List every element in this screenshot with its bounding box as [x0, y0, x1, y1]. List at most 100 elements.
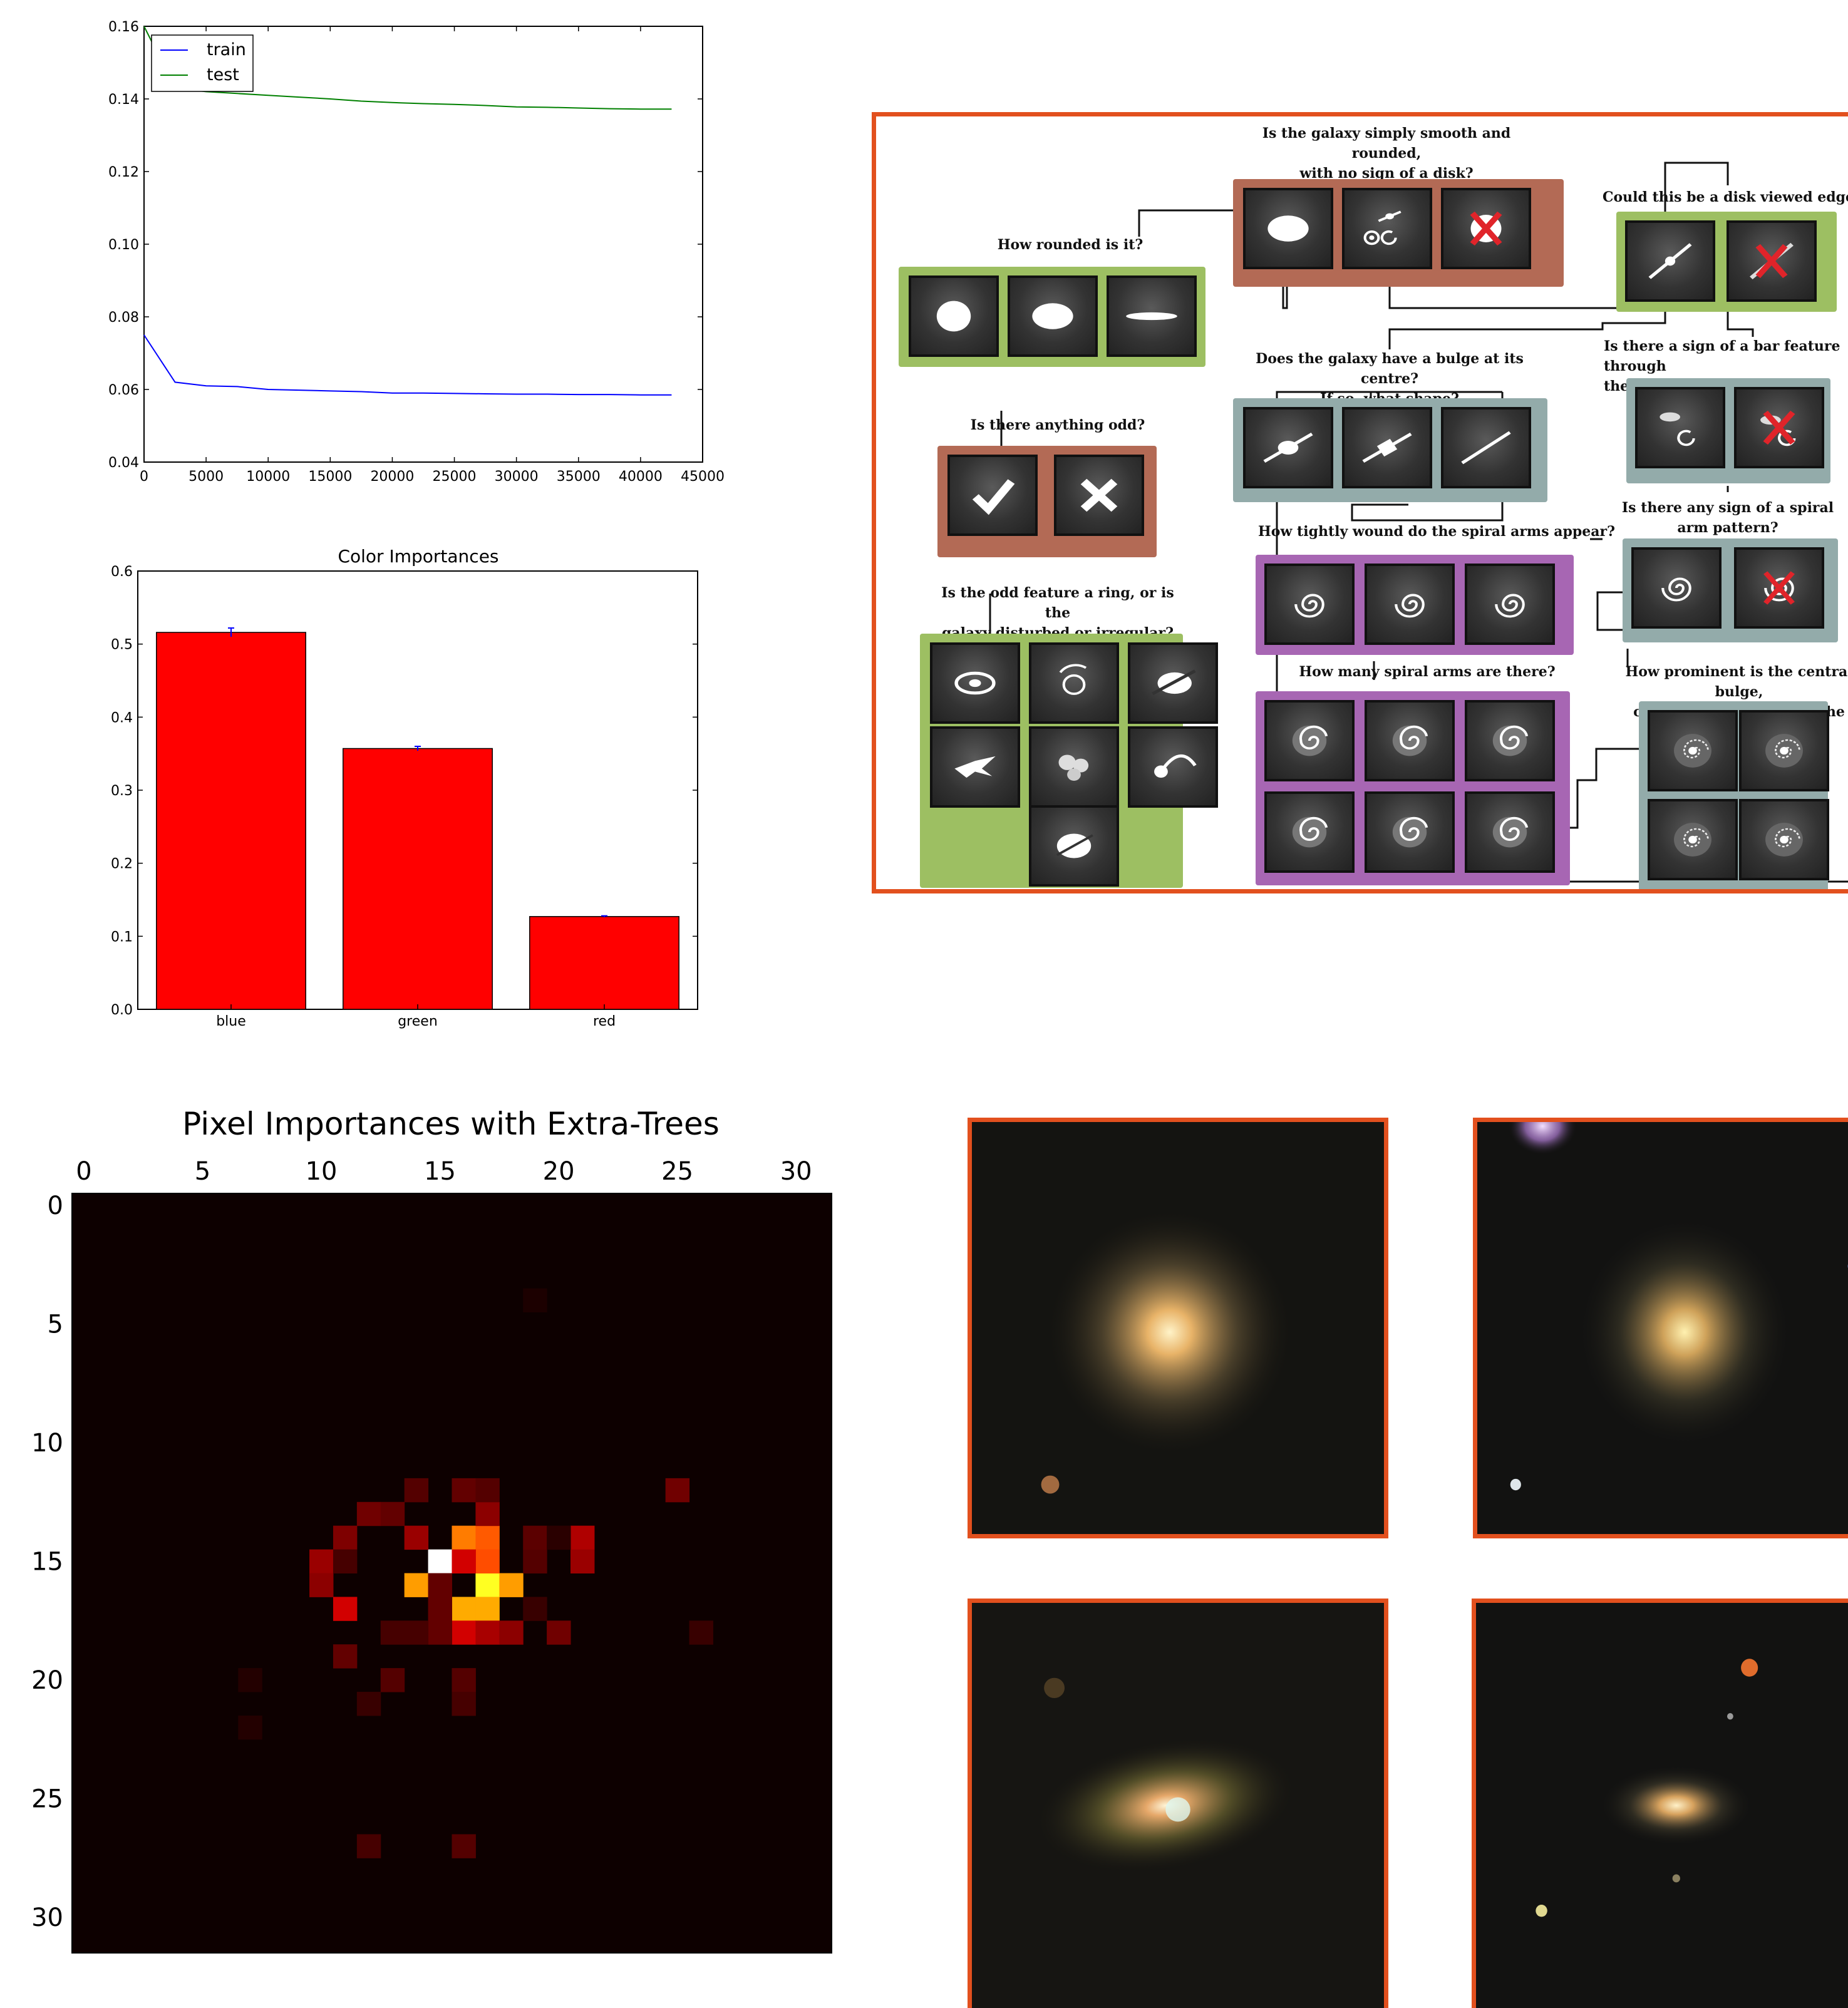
star-artifact-icon: [1441, 188, 1531, 269]
heatmap-xtick-label: 30: [780, 1157, 812, 1186]
heatmap-cell: [380, 1668, 405, 1692]
lens-arc-icon: [1029, 642, 1119, 724]
bar-chart-title: Color Importances: [338, 546, 498, 567]
dominant-bulge-icon: [1739, 799, 1829, 880]
medium-spiral-icon: [1365, 564, 1455, 645]
heatmap-ytick-label: 15: [31, 1548, 63, 1577]
heatmap-cell: [547, 1620, 571, 1645]
heatmap-ytick-label: 10: [31, 1429, 63, 1458]
line-chart: 0.04 0.06 0.08 0.10 0.12 0.14 0.16 0 5000 10000 1…: [108, 19, 725, 485]
heatmap-cell: [452, 1668, 476, 1692]
heatmap-cell: [499, 1573, 524, 1597]
no-bulge-prominence-icon: [1648, 710, 1738, 791]
line-ytick-label: 0.12: [108, 165, 139, 180]
bar-ytick-label: 0.6: [111, 564, 133, 580]
rounded-bulge-icon: [1243, 407, 1333, 488]
series-line-train: [143, 334, 672, 396]
heatmap-cell: [475, 1620, 500, 1645]
bar-ytick-label: 0.0: [111, 1002, 133, 1018]
heatmap-cell: [356, 1501, 381, 1527]
heatmap-cell: [475, 1597, 500, 1621]
heatmap-cell: [452, 1549, 476, 1573]
heatmap-cell: [238, 1668, 262, 1692]
merger-icon: [1128, 726, 1218, 808]
bar-xtick-label-red: red: [593, 1014, 616, 1029]
heatmap-cell: [356, 1692, 381, 1716]
line-ytick-label: 0.06: [108, 383, 139, 398]
heatmap-cell: [499, 1620, 524, 1645]
question-arms: How many spiral arms are there?: [1299, 664, 1556, 680]
heatmap-cell: [475, 1549, 500, 1573]
question-wound: How tightly wound do the spiral arms app…: [1258, 523, 1616, 540]
disk-features-icon: [1342, 188, 1432, 269]
bar-red: [529, 916, 679, 1010]
heatmap-cell: [238, 1715, 262, 1740]
disturbed-icon: [1128, 642, 1218, 724]
heatmap-cell: [309, 1549, 334, 1573]
obvious-bulge-icon: [1648, 799, 1738, 880]
legend-train-label: train: [207, 40, 246, 59]
heatmap-cell: [547, 1525, 571, 1550]
bar-xtick-label-green: green: [398, 1014, 438, 1029]
two-arms-icon: [1365, 700, 1455, 781]
heatmap-cell: [570, 1549, 595, 1573]
tight-spiral-icon: [1264, 564, 1355, 645]
question-edgeon: Could this be a disk viewed edge-on?: [1603, 189, 1848, 205]
heatmap-cell: [404, 1573, 429, 1597]
heatmap-cell: [428, 1549, 452, 1573]
heatmap-cell: [475, 1478, 500, 1503]
bar-ytick-label: 0.1: [111, 929, 133, 945]
heatmap-cell: [452, 1692, 476, 1716]
heatmap-cell: [523, 1525, 547, 1550]
loose-spiral-icon: [1465, 564, 1555, 645]
bar-green: [343, 748, 493, 1010]
bar-ytick-label: 0.3: [111, 783, 133, 799]
heatmap-cell: [404, 1620, 429, 1645]
legend-test-label: test: [207, 65, 239, 85]
heatmap-xtick-label: 5: [195, 1157, 210, 1186]
heatmap-ytick-label: 30: [31, 1903, 63, 1932]
line-xtick-label: 30000: [495, 469, 539, 485]
decision-tree-panel: Is the galaxy simply smooth and rounded,…: [872, 112, 1848, 893]
heatmap-cell: [404, 1525, 429, 1550]
heatmap-title: Pixel Importances with Extra-Trees: [182, 1106, 720, 1142]
heatmap-cell: [356, 1834, 381, 1858]
dust-lane-icon: [1029, 805, 1119, 887]
heatmap-xtick-label: 0: [76, 1157, 91, 1186]
heatmap-ytick-label: 20: [31, 1666, 63, 1695]
line-ytick-label: 0.04: [108, 455, 139, 471]
line-xtick-label: 15000: [308, 469, 352, 485]
line-ytick-label: 0.10: [108, 237, 139, 253]
heatmap-cell: [333, 1597, 358, 1621]
heatmap-cell: [428, 1597, 452, 1621]
bar-yes-icon: [1635, 387, 1725, 468]
completely-round-icon: [909, 275, 999, 357]
line-xtick-label: 0: [140, 469, 148, 485]
line-xtick-label: 45000: [681, 469, 725, 485]
other-icon: [1029, 726, 1119, 808]
spiral-yes-icon: [1631, 547, 1722, 629]
bar-ytick-label: 0.4: [111, 710, 133, 726]
question-rounded: How rounded is it?: [997, 237, 1143, 253]
edgeon-yes-icon: [1625, 220, 1715, 302]
line-xtick-label: 40000: [619, 469, 663, 485]
series-line-test: [143, 26, 672, 110]
heatmap-cell: [523, 1288, 547, 1313]
more-arms-icon: [1365, 791, 1455, 873]
heatmap-cell: [404, 1478, 429, 1503]
heatmap-cell: [689, 1620, 713, 1645]
cant-tell-arms-icon: [1465, 791, 1555, 873]
smooth-galaxy-icon: [1243, 188, 1333, 269]
line-xtick-label: 5000: [188, 469, 224, 485]
line-plot-area: [143, 26, 703, 463]
line-xtick-label: 10000: [246, 469, 290, 485]
line-xtick-label: 25000: [433, 469, 477, 485]
bar-blue: [156, 632, 306, 1010]
heatmap-cell: [665, 1478, 690, 1503]
heatmap-cell: [452, 1597, 476, 1621]
galaxy-photo-4: [1472, 1599, 1848, 2008]
heatmap-cell: [428, 1620, 452, 1645]
question-odd: Is there anything odd?: [970, 417, 1145, 433]
line-xtick-label: 35000: [557, 469, 601, 485]
heatmap-cell: [380, 1501, 405, 1527]
